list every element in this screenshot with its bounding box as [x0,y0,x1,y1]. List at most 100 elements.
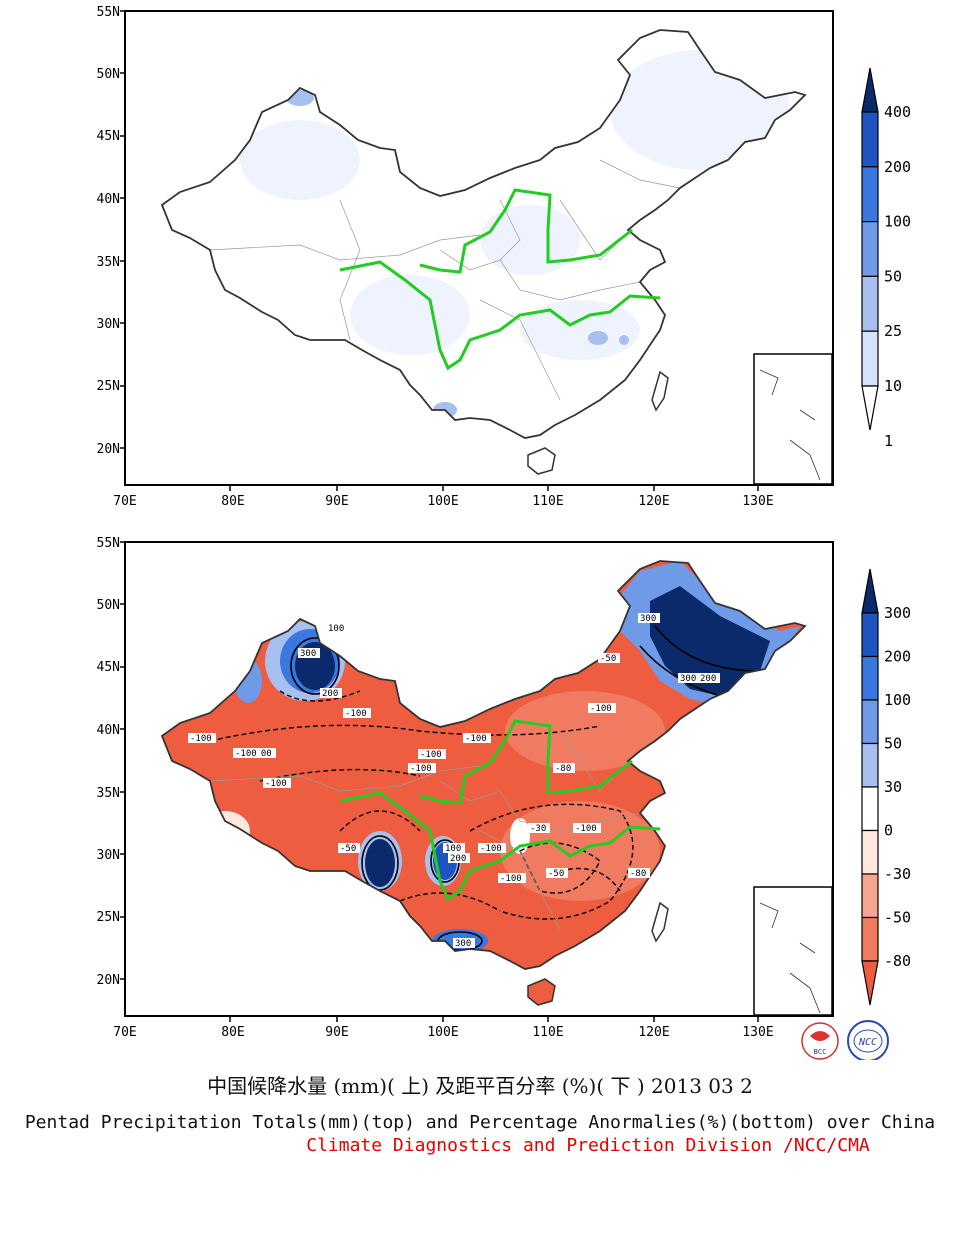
bottom-colorbar-segment [861,612,879,658]
contour-label-bg [408,763,436,773]
contour-label-bg [698,673,720,683]
contour-label: -80 [555,764,571,774]
bottom-colorbar-segment [861,786,879,832]
top-colorbar: 400 200 100 50 25 10 1 [861,67,911,450]
bottom-lon-label: 120E [638,1025,669,1040]
contour-label: -100 [500,874,522,884]
bottom-lat-label: 30N [97,848,120,863]
top-lat-label: 45N [97,129,120,144]
contour-label-bg [326,623,348,633]
top-colorbar-segment [861,275,879,332]
bottom-lon-label: 80E [221,1025,244,1040]
top-inset-south-china-sea [753,353,833,485]
contour-label: 200 [322,689,338,699]
contour-label: -50 [340,844,356,854]
top-colorbar-segment [861,330,879,387]
bottom-colorbar-segment [861,873,879,919]
top-colorbar-label: 100 [884,213,911,231]
top-colorbar-top-tip [861,67,879,113]
contour-label-bg [546,868,568,878]
top-lon-label: 90E [325,494,348,509]
bcc-logo-text: BCC [814,1048,827,1056]
contour-label-bg [343,708,371,718]
contour-label-bg [233,748,261,758]
top-colorbar-label: 50 [884,267,902,285]
top-lat-label: 25N [97,379,120,394]
bottom-lat-label: 35N [97,786,120,801]
contour-label: -100 [235,749,257,759]
contour-label-bg [320,688,342,698]
top-axis-labels: 55N 50N 45N 40N 35N 30N 25N 20N 70E 80E … [97,5,774,509]
contour-label: -30 [530,824,546,834]
top-lat-label: 30N [97,317,120,332]
contour-label-bg [553,763,575,773]
contour-label-bg [453,938,475,948]
contour-label-bg [573,823,601,833]
top-lon-label: 100E [427,494,458,509]
bottom-rivers [339,719,661,902]
top-colorbar-label: 400 [884,103,911,121]
caption-organization: Climate Diagnostics and Prediction Divis… [306,1135,870,1156]
top-lat-label: 40N [97,192,120,207]
top-lat-label: 35N [97,255,120,270]
bottom-lat-label: 25N [97,910,120,925]
contour-label: -80 [630,869,646,879]
maps-figure: 55N 50N 45N 40N 35N 30N 25N 20N 70E 80E … [97,5,912,1062]
top-panel-precipitation-map: 55N 50N 45N 40N 35N 30N 25N 20N 70E 80E … [97,5,912,509]
contour-label-bg [598,653,620,663]
contour-label: -100 [465,734,487,744]
bottom-colorbar-top-tip [861,568,879,614]
caption-english: Pentad Precipitation Totals(mm)(top) and… [24,1112,936,1133]
bottom-colorbar-label: 50 [884,735,902,753]
contour-label: 300 [300,649,316,659]
bottom-colorbar-bottom-tip [861,960,879,1006]
contour-label: -100 [345,709,367,719]
contour-label-bg [188,733,216,743]
bottom-colorbar-segment [861,742,879,788]
contour-label: -100 [480,844,502,854]
bottom-ticks [120,541,759,1022]
contour-label: -100 [420,750,442,760]
ncc-logo: NCC [847,1020,889,1062]
top-ticks [120,10,759,491]
bottom-colorbar-segment [861,655,879,701]
top-precip-shading [162,30,805,438]
top-province-borders [209,159,681,401]
contour-label-bg [448,853,470,863]
bottom-lon-label: 100E [427,1025,458,1040]
bottom-colorbar-label: 200 [884,648,911,666]
top-lon-label: 80E [221,494,244,509]
bottom-colorbar-label: -50 [884,909,911,927]
contour-label-bg [588,703,616,713]
contour-label: -50 [600,654,616,664]
bottom-panel-anomaly-map: -100 -100 -100 -100 -100 -100 -100 -80 -50 -50 -30… [97,536,911,1062]
contour-label-bg [263,778,291,788]
contour-label-bg [418,749,446,759]
top-lon-label: 130E [742,494,773,509]
top-lat-label: 55N [97,5,120,20]
caption-chinese: 中国候降水量 (mm)( 上) 及距平百分率 (%)( 下 ) 2013 03 … [207,1074,753,1098]
contour-label-bg [628,868,650,878]
top-colorbar-label: 10 [884,377,902,395]
contour-label: 100 [328,624,344,634]
bottom-axis-labels: 55N 50N 45N 40N 35N 30N 25N 20N 70E 80E … [97,536,774,1040]
top-lon-label: 110E [532,494,563,509]
contour-label: 200 [450,854,466,864]
contour-label-bg [443,843,465,853]
bottom-lat-label: 55N [97,536,120,551]
contour-label: -100 [410,764,432,774]
top-colorbar-segment [861,111,879,168]
contour-label-bg [498,873,526,883]
bottom-lat-label: 45N [97,660,120,675]
top-colorbar-segment [861,166,879,223]
bottom-lon-label: 90E [325,1025,348,1040]
bottom-colorbar-label: -80 [884,952,911,970]
top-lon-label: 70E [113,494,136,509]
bottom-colorbar-segment [861,916,879,962]
contour-label: -100 [190,734,212,744]
bottom-lon-label: 110E [532,1025,563,1040]
bottom-lat-label: 40N [97,723,120,738]
contour-label-bg [298,648,320,658]
contour-label: 300 [680,674,696,684]
